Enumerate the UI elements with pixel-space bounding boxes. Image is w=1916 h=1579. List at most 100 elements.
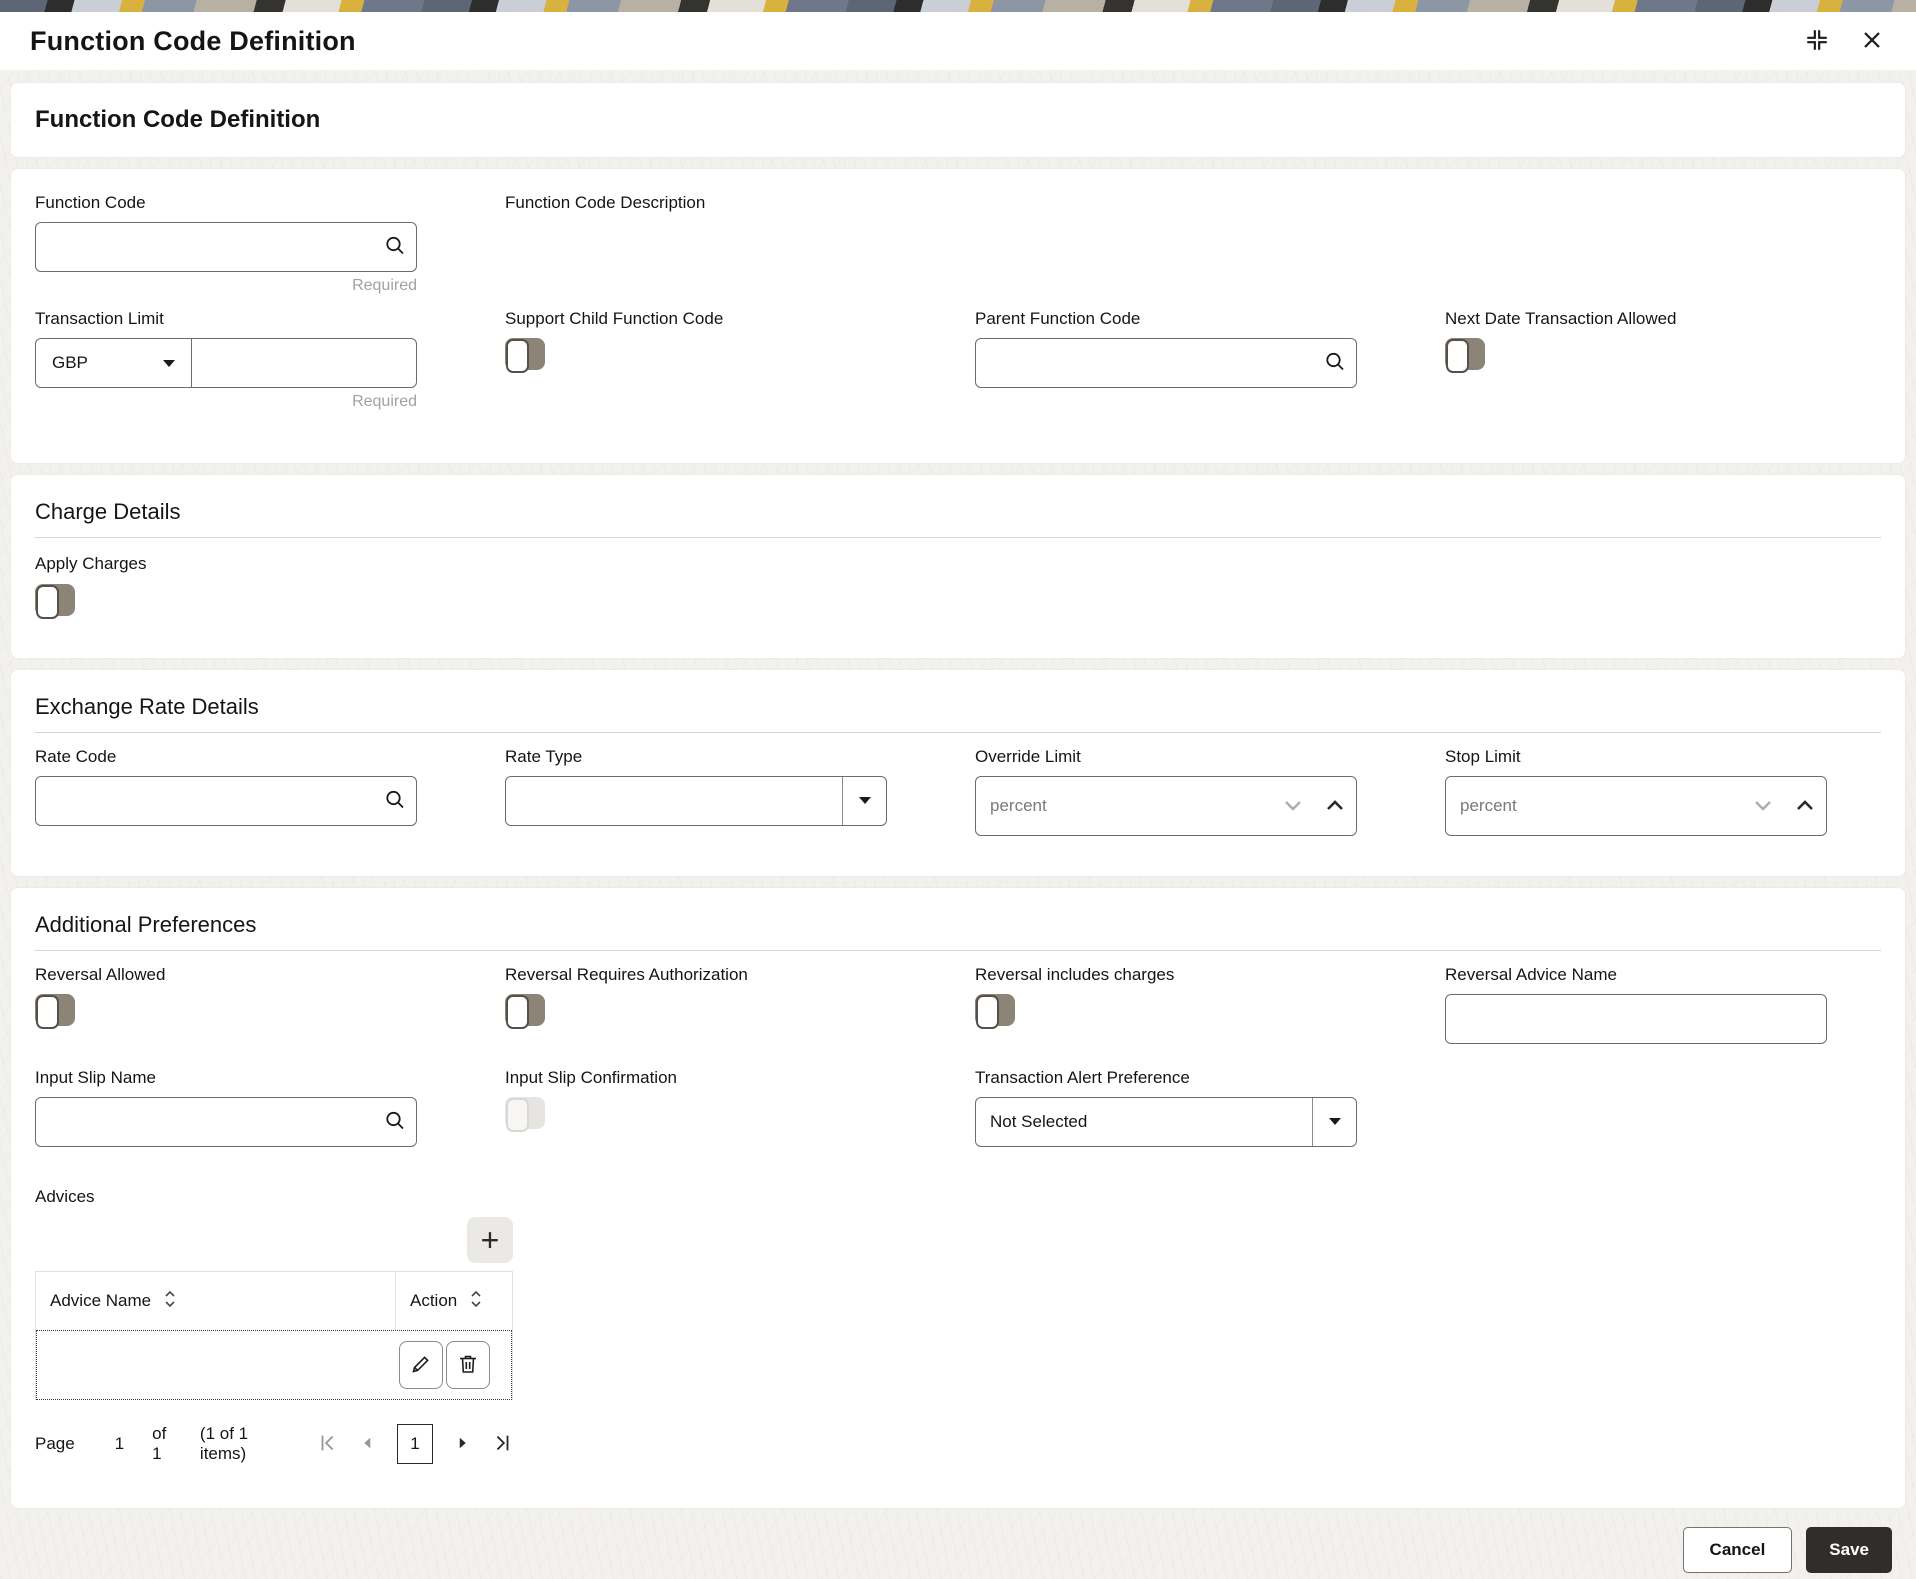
function-code-description-label: Function Code Description bbox=[505, 193, 706, 212]
divider bbox=[35, 950, 1881, 951]
stop-limit-increment-button[interactable] bbox=[1784, 799, 1826, 814]
stop-limit-decrement-button[interactable] bbox=[1742, 799, 1784, 814]
next-page-button[interactable] bbox=[453, 1434, 471, 1455]
delete-trash-icon bbox=[456, 1352, 480, 1379]
reversal-includes-charges-toggle[interactable] bbox=[975, 994, 1015, 1029]
charge-details-heading: Charge Details bbox=[35, 499, 181, 524]
reversal-includes-charges-label: Reversal includes charges bbox=[975, 965, 1175, 984]
override-limit-label: Override Limit bbox=[975, 747, 1081, 766]
collapse-window-button[interactable] bbox=[1802, 25, 1832, 58]
footer-actions: Cancel Save bbox=[10, 1519, 1906, 1573]
stop-limit-label: Stop Limit bbox=[1445, 747, 1521, 766]
function-code-search-button[interactable] bbox=[381, 232, 409, 263]
chevron-down-icon bbox=[1284, 799, 1302, 814]
stop-limit-stepper bbox=[1445, 776, 1827, 836]
advices-label: Advices bbox=[35, 1187, 95, 1206]
rate-code-input[interactable] bbox=[35, 776, 417, 826]
input-slip-name-input[interactable] bbox=[35, 1097, 417, 1147]
field-rate-type: Rate Type bbox=[505, 747, 975, 836]
stop-limit-input[interactable] bbox=[1446, 796, 1742, 816]
collapse-window-icon bbox=[1804, 27, 1830, 56]
additional-preferences-card: Additional Preferences Reversal Allowed … bbox=[10, 887, 1906, 1509]
field-input-slip-confirmation: Input Slip Confirmation bbox=[505, 1068, 975, 1147]
close-button[interactable] bbox=[1858, 26, 1886, 57]
chevron-up-icon bbox=[1326, 799, 1344, 814]
currency-select[interactable]: GBP bbox=[35, 338, 192, 388]
function-code-label: Function Code bbox=[35, 193, 146, 212]
transaction-alert-preference-label: Transaction Alert Preference bbox=[975, 1068, 1190, 1087]
advices-table: Advice Name Action bbox=[35, 1271, 513, 1400]
rate-type-select[interactable] bbox=[505, 776, 887, 826]
window-title: Function Code Definition bbox=[30, 25, 356, 56]
reversal-allowed-label: Reversal Allowed bbox=[35, 965, 166, 984]
chevron-down-icon bbox=[1754, 799, 1772, 814]
rate-code-search-button[interactable] bbox=[381, 786, 409, 817]
dropdown-caret-icon bbox=[842, 777, 886, 825]
support-child-function-code-toggle[interactable] bbox=[505, 338, 545, 373]
search-icon bbox=[383, 234, 407, 261]
save-button[interactable]: Save bbox=[1806, 1527, 1892, 1573]
action-column-header[interactable]: Action bbox=[410, 1291, 458, 1310]
field-function-code-description: Function Code Description bbox=[505, 193, 975, 295]
parent-function-code-search-button[interactable] bbox=[1321, 348, 1349, 379]
function-code-input[interactable] bbox=[35, 222, 417, 272]
reversal-advice-name-input[interactable] bbox=[1445, 994, 1827, 1044]
field-transaction-limit: Transaction Limit GBP Required bbox=[35, 309, 505, 411]
additional-preferences-heading: Additional Preferences bbox=[35, 912, 257, 937]
previous-page-icon bbox=[359, 1434, 377, 1455]
edit-advice-button[interactable] bbox=[399, 1341, 443, 1389]
next-date-transaction-allowed-toggle[interactable] bbox=[1445, 338, 1485, 373]
field-function-code: Function Code Required bbox=[35, 193, 505, 295]
current-page-box[interactable]: 1 bbox=[397, 1424, 433, 1464]
transaction-limit-input[interactable] bbox=[191, 338, 417, 388]
field-next-date-transaction-allowed: Next Date Transaction Allowed bbox=[1445, 309, 1881, 411]
function-code-required-hint: Required bbox=[352, 277, 417, 294]
transaction-limit-required-hint: Required bbox=[352, 393, 417, 410]
add-icon: + bbox=[480, 1222, 500, 1258]
add-advice-button[interactable]: + bbox=[467, 1217, 513, 1263]
edit-pencil-icon bbox=[409, 1352, 433, 1379]
reversal-allowed-toggle[interactable] bbox=[35, 994, 75, 1029]
page-title: Function Code Definition bbox=[35, 106, 321, 133]
reversal-advice-name-label: Reversal Advice Name bbox=[1445, 965, 1617, 984]
page-label: Page bbox=[35, 1434, 75, 1453]
next-date-transaction-allowed-label: Next Date Transaction Allowed bbox=[1445, 309, 1677, 328]
field-input-slip-name: Input Slip Name bbox=[35, 1068, 505, 1147]
last-page-button[interactable] bbox=[491, 1432, 513, 1457]
field-reversal-advice-name: Reversal Advice Name bbox=[1445, 965, 1881, 1044]
page-items-label: (1 of 1 items) bbox=[199, 1424, 249, 1463]
override-limit-increment-button[interactable] bbox=[1314, 799, 1356, 814]
transaction-limit-label: Transaction Limit bbox=[35, 309, 164, 328]
previous-page-button[interactable] bbox=[359, 1434, 377, 1455]
table-row[interactable] bbox=[36, 1330, 512, 1400]
input-slip-name-search-button[interactable] bbox=[381, 1107, 409, 1138]
chevron-up-icon bbox=[1796, 799, 1814, 814]
page-number-value[interactable]: 1 bbox=[114, 1434, 125, 1453]
section-header-card: Function Code Definition bbox=[10, 82, 1906, 158]
override-limit-input[interactable] bbox=[976, 796, 1272, 816]
search-icon bbox=[383, 1109, 407, 1136]
field-parent-function-code: Parent Function Code bbox=[975, 309, 1445, 411]
reversal-requires-authorization-toggle[interactable] bbox=[505, 994, 545, 1029]
titlebar: Function Code Definition bbox=[0, 12, 1916, 70]
advices-table-header: Advice Name Action bbox=[36, 1272, 512, 1330]
parent-function-code-label: Parent Function Code bbox=[975, 309, 1141, 328]
transaction-alert-preference-select[interactable]: Not Selected bbox=[975, 1097, 1357, 1147]
parent-function-code-input[interactable] bbox=[975, 338, 1357, 388]
next-page-icon bbox=[453, 1434, 471, 1455]
advice-name-column-header[interactable]: Advice Name bbox=[50, 1291, 152, 1310]
sort-icon[interactable] bbox=[469, 1289, 483, 1314]
charge-details-card: Charge Details Apply Charges bbox=[10, 474, 1906, 659]
search-icon bbox=[1323, 350, 1347, 377]
dropdown-caret-icon bbox=[1312, 1098, 1356, 1146]
sort-icon[interactable] bbox=[163, 1289, 177, 1314]
field-stop-limit: Stop Limit bbox=[1445, 747, 1881, 836]
override-limit-decrement-button[interactable] bbox=[1272, 799, 1314, 814]
transaction-alert-preference-value: Not Selected bbox=[990, 1112, 1088, 1131]
cancel-button[interactable]: Cancel bbox=[1682, 1527, 1793, 1573]
delete-advice-button[interactable] bbox=[446, 1341, 490, 1389]
apply-charges-toggle[interactable] bbox=[35, 584, 75, 619]
advice-name-cell[interactable] bbox=[37, 1331, 395, 1399]
override-limit-stepper bbox=[975, 776, 1357, 836]
first-page-button[interactable] bbox=[317, 1432, 339, 1457]
